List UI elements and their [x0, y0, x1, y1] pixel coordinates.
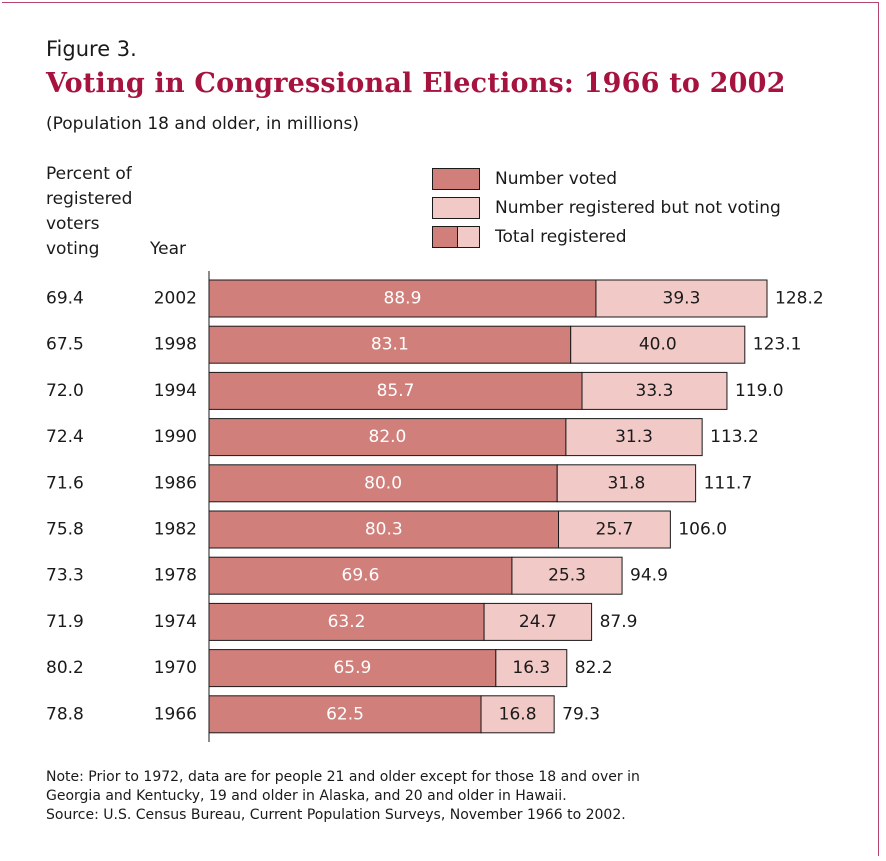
- year-column-header: Year: [150, 239, 186, 259]
- data-label-voted: 62.5: [326, 704, 364, 724]
- data-label-voted: 63.2: [328, 612, 366, 632]
- percent-voting-label: 67.5: [46, 335, 84, 355]
- data-label-total: 111.7: [704, 473, 753, 493]
- percent-voting-label: 80.2: [46, 658, 84, 678]
- legend-swatch-total: [432, 226, 480, 248]
- year-tick-label: 1970: [154, 658, 197, 678]
- data-label-total: 94.9: [630, 566, 668, 586]
- legend-swatch-not-voting: [432, 197, 480, 219]
- bar-voted: [208, 279, 597, 318]
- data-label-voted: 80.0: [364, 473, 402, 493]
- percent-voting-label: 69.4: [46, 289, 84, 309]
- year-tick-label: 2002: [154, 289, 197, 309]
- data-label-total: 119.0: [735, 381, 784, 401]
- year-tick-label: 1998: [154, 335, 197, 355]
- percent-header-line: voters: [46, 214, 100, 234]
- bar-not-voting: [480, 695, 555, 734]
- year-tick-label: 1974: [154, 612, 197, 632]
- data-label-not-voting: 33.3: [636, 381, 674, 401]
- bar-not-voting: [595, 279, 768, 318]
- data-label-total: 87.9: [600, 612, 638, 632]
- data-label-voted: 82.0: [369, 427, 407, 447]
- bar-voted: [208, 556, 513, 595]
- figure-notes: Note: Prior to 1972, data are for people…: [46, 768, 640, 825]
- data-label-total: 82.2: [575, 658, 613, 678]
- data-label-total: 113.2: [710, 427, 759, 447]
- percent-voting-label: 73.3: [46, 566, 84, 586]
- data-label-not-voting: 24.7: [519, 612, 557, 632]
- data-label-not-voting: 25.3: [548, 566, 586, 586]
- data-label-voted: 65.9: [333, 658, 371, 678]
- percent-voting-label: 75.8: [46, 520, 84, 540]
- figure-label: Figure 3.: [46, 37, 137, 61]
- bar-not-voting: [570, 325, 746, 364]
- data-label-not-voting: 39.3: [663, 289, 701, 309]
- percent-voting-label: 72.0: [46, 381, 84, 401]
- bar-voted: [208, 325, 572, 364]
- data-label-not-voting: 25.7: [596, 520, 634, 540]
- year-tick-label: 1982: [154, 520, 197, 540]
- data-label-voted: 69.6: [342, 566, 380, 586]
- data-label-total: 79.3: [562, 704, 600, 724]
- bar-not-voting: [511, 556, 623, 595]
- percent-voting-label: 72.4: [46, 427, 84, 447]
- data-label-not-voting: 40.0: [639, 335, 677, 355]
- legend-label-not-voting: Number registered but not voting: [495, 198, 781, 218]
- percent-voting-label: 71.9: [46, 612, 84, 632]
- year-tick-label: 1986: [154, 473, 197, 493]
- legend-label-total: Total registered: [495, 227, 627, 247]
- note-line: Note: Prior to 1972, data are for people…: [46, 769, 640, 785]
- figure-title: Voting in Congressional Elections: 1966 …: [46, 68, 786, 99]
- figure-subtitle: (Population 18 and older, in millions): [46, 114, 359, 134]
- percent-header-line: voting: [46, 239, 100, 259]
- percent-voting-label: 71.6: [46, 473, 84, 493]
- data-label-not-voting: 31.8: [607, 473, 645, 493]
- data-label-voted: 88.9: [384, 289, 422, 309]
- source-line: Source: U.S. Census Bureau, Current Popu…: [46, 807, 626, 823]
- data-label-not-voting: 16.8: [499, 704, 537, 724]
- percent-voting-label: 78.8: [46, 704, 84, 724]
- data-label-not-voting: 16.3: [512, 658, 550, 678]
- bar-voted: [208, 510, 560, 549]
- data-label-not-voting: 31.3: [615, 427, 653, 447]
- bar-not-voting: [581, 371, 728, 410]
- bar-voted: [208, 464, 558, 503]
- percent-column-header: Percent of registered voters voting: [46, 162, 132, 262]
- data-label-total: 128.2: [775, 289, 824, 309]
- year-tick-label: 1994: [154, 381, 197, 401]
- legend-label-voted: Number voted: [495, 169, 618, 189]
- year-tick-label: 1966: [154, 704, 197, 724]
- data-label-total: 123.1: [753, 335, 802, 355]
- note-line: Georgia and Kentucky, 19 and older in Al…: [46, 788, 567, 804]
- year-tick-label: 1990: [154, 427, 197, 447]
- bar-not-voting: [565, 418, 703, 457]
- bar-not-voting: [558, 510, 671, 549]
- year-tick-label: 1978: [154, 566, 197, 586]
- bar-not-voting: [495, 649, 568, 688]
- bar-not-voting: [556, 464, 697, 503]
- data-label-voted: 83.1: [371, 335, 409, 355]
- data-label-voted: 85.7: [377, 381, 415, 401]
- percent-header-line: registered: [46, 189, 133, 209]
- data-label-voted: 80.3: [365, 520, 403, 540]
- data-label-total: 106.0: [678, 520, 727, 540]
- bar-not-voting: [483, 602, 593, 641]
- percent-header-line: Percent of: [46, 164, 132, 184]
- bar-voted: [208, 371, 583, 410]
- legend-swatch-voted: [432, 168, 480, 190]
